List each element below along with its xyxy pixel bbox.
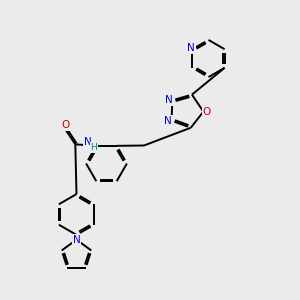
Text: N: N bbox=[165, 95, 172, 105]
Text: H: H bbox=[91, 143, 97, 152]
Text: N: N bbox=[187, 43, 195, 53]
Text: N: N bbox=[73, 235, 80, 245]
Text: N: N bbox=[164, 116, 172, 126]
Text: O: O bbox=[203, 106, 211, 117]
Text: O: O bbox=[61, 120, 69, 130]
Text: N: N bbox=[84, 137, 92, 147]
